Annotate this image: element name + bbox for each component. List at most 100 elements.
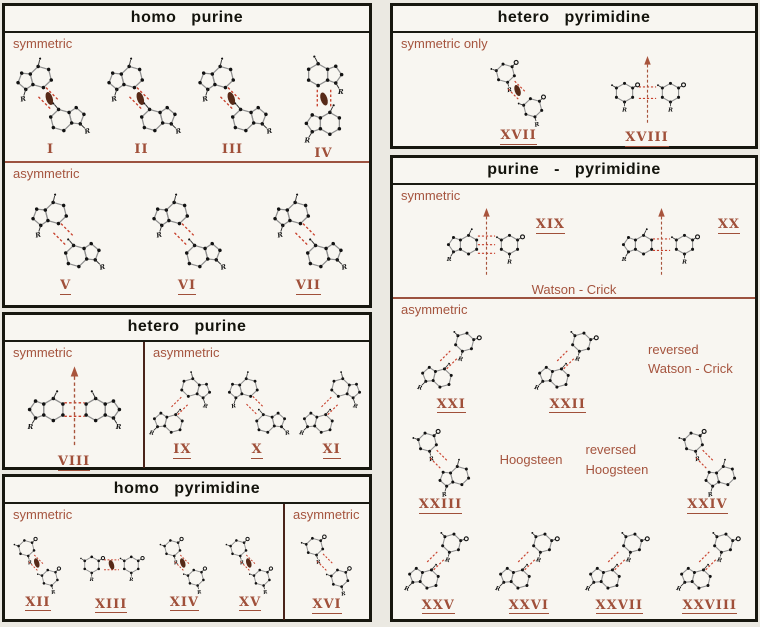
substituent-label: R [351,403,358,410]
purine-base: R [180,371,212,410]
right-column: hetero pyrimidine symmetric only R R XVII R… [390,3,758,622]
base-pair-XXVII: R R XXVII [583,523,655,615]
annotation-note: reversed Watson - Crick [648,340,733,379]
hydrogen-bond [705,558,717,571]
base-pair-drawing: RR [674,531,741,593]
purine-base: R [303,103,341,144]
base-pair-drawing: RR [273,193,349,272]
hydrogen-bond [524,558,536,571]
base-pair-drawing: RR [411,429,470,497]
base-pair-drawing: RR [303,55,343,144]
hydrogen-bond [507,88,519,101]
roman-numeral: X [251,442,263,459]
oxygen-atom [476,334,483,340]
substituent-label: R [230,403,237,410]
oxygen-atom [680,82,686,88]
pyrimidine-base: R [570,330,599,363]
base-pair-drawing: RR [300,534,352,597]
substituent-label: R [284,430,291,437]
hydrogen-bond [696,457,708,470]
substituent-label: R [533,122,540,128]
purine-base: R [83,390,121,431]
purine-base: R [273,193,311,240]
roman-numeral: IV [314,145,333,161]
substituent-label: R [444,557,451,564]
roman-numeral: XXIII [418,497,463,514]
substituent-label: R [403,585,410,592]
hydrogen-bond [433,558,446,571]
hydrogen-bond [174,561,185,572]
section-label: symmetric [13,345,73,360]
annotation-line: Watson - Crick [648,361,733,377]
substituent-label: R [219,263,228,272]
substituent-label: R [196,589,202,595]
oxygen-atom [464,536,470,542]
base-pair-drawing: RR [489,59,546,128]
annotation-line: reversed [648,341,699,357]
substituent-label: R [200,95,209,104]
hydrogen-bond [219,96,233,111]
hydrogen-bond [136,87,150,101]
left-column: homo purine symmetric R R I R R II R R III R R IV a… [2,3,372,622]
section-label: asymmetric [153,345,220,360]
section-asymmetric: asymmetric R R IX R R X R R XI [145,342,369,468]
annotation-note: Hoogsteen [500,450,563,470]
base-pair-X: R R X [222,369,292,459]
oxygen-atom [554,536,560,542]
base-pair-VIII: R R VIII [22,360,127,471]
hydrogen-bond [327,403,339,416]
oxygen-atom [100,555,105,560]
section-symmetric-only: symmetric only R R XVII R R XVIII [393,33,755,147]
panel-purine-pyrimidine: purine - pyrimidine symmetric R R XIX R R XX … [390,155,758,622]
section-label: symmetric [13,36,73,51]
base-pair-drawing: RR [584,531,651,593]
panel-hetero-pyrimidine: hetero pyrimidine symmetric only R R XVII R… [390,3,758,149]
panel-homo-pyrimidine: homo pyrimidine symmetric RRXIIRRXIIIRRX… [2,474,372,622]
substituent-label: R [128,577,133,583]
panel-title-purine-pyrimidine: purine - pyrimidine [393,158,755,185]
substituent-label: R [303,136,310,144]
pyrimidine-base: R [411,429,441,464]
structures-row: R R XXI R R XXII reversed Watson - Crick [393,322,755,414]
oxygen-atom [520,234,526,240]
structures-row: R R XXV R R XXVI R R XXVII R R XXVIII [393,523,755,615]
hydrogen-bond [60,223,74,237]
base-pair-drawing: RR [403,531,470,593]
oxygen-atom [735,536,741,542]
substituent-label: R [202,403,209,410]
substituent-label: R [584,585,591,592]
substituent-label: R [336,88,343,96]
oxygen-atom [56,566,61,571]
purine-base: R [704,458,737,497]
section-symmetric: symmetric R R XIX R R XX Watson - Crick [393,185,755,297]
twofold-symmetry-icon [227,92,235,106]
roman-numeral: XI [322,442,341,459]
hydrogen-bond [240,561,251,572]
roman-numeral: III [221,142,244,158]
base-pair-XX: R R XX [617,203,740,282]
oxygen-atom [540,94,546,100]
oxygen-atom [435,429,441,435]
hydrogen-bond [427,550,439,563]
purine-base: R [197,57,235,104]
substituent-label: R [506,260,512,266]
base-pair-XXVI: R R XXVI [493,523,565,615]
hydrogen-bond [435,449,448,462]
hydrogen-bond [33,554,44,565]
substituent-label: R [573,356,580,363]
roman-numeral: XIX [535,217,565,234]
section-label: asymmetric [13,166,80,181]
panel-title-homo-pyrimidine: homo pyrimidine [5,477,369,504]
structures-row: R R XVII R R XVIII [393,51,755,147]
panel-body: symmetric R R VIII asymmetric R R IX R R X R R XI [5,342,369,471]
oxygen-atom [139,555,145,560]
pyrimidine-base: R [712,531,741,564]
roman-numeral: XXII [549,396,586,414]
oxygen-atom [645,536,651,542]
substituent-label: R [18,95,27,104]
twofold-symmetry-icon [33,557,40,568]
oxygen-atom [702,429,708,435]
